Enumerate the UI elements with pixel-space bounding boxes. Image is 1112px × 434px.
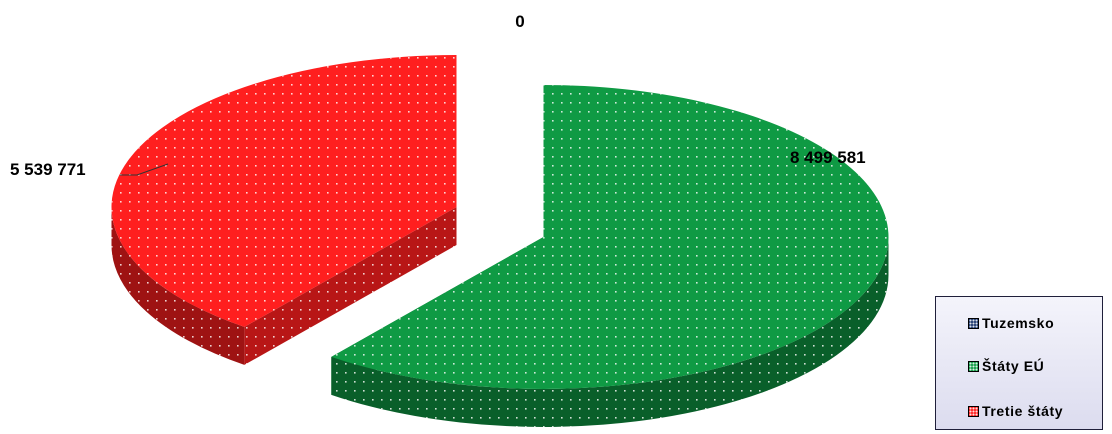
data-label-tretie-staty: 5 539 771 (10, 160, 86, 179)
legend-item-tretie-staty: Tretie štáty (968, 401, 1063, 421)
pie-slice-staty-eu (331, 84, 889, 427)
legend-swatch-staty-eu (968, 360, 979, 372)
legend-item-staty-eu: Štáty EÚ (968, 356, 1044, 376)
legend-label-staty-eu: Štáty EÚ (982, 358, 1045, 374)
legend-label-tretie-staty: Tretie štáty (982, 403, 1064, 419)
leader-line-tretie-staty (120, 163, 169, 176)
chart-legend: Tuzemsko Štáty EÚ Tretie štáty (935, 296, 1103, 430)
legend-label-tuzemsko: Tuzemsko (982, 315, 1055, 331)
legend-swatch-tretie-staty (968, 405, 979, 417)
legend-swatch-tuzemsko (968, 317, 979, 329)
data-label-tuzemsko: 0 (515, 12, 524, 31)
pie-slice-tretie-staty (111, 55, 457, 365)
legend-item-tuzemsko: Tuzemsko (968, 313, 1054, 333)
data-label-staty-eu: 8 499 581 (790, 148, 866, 167)
